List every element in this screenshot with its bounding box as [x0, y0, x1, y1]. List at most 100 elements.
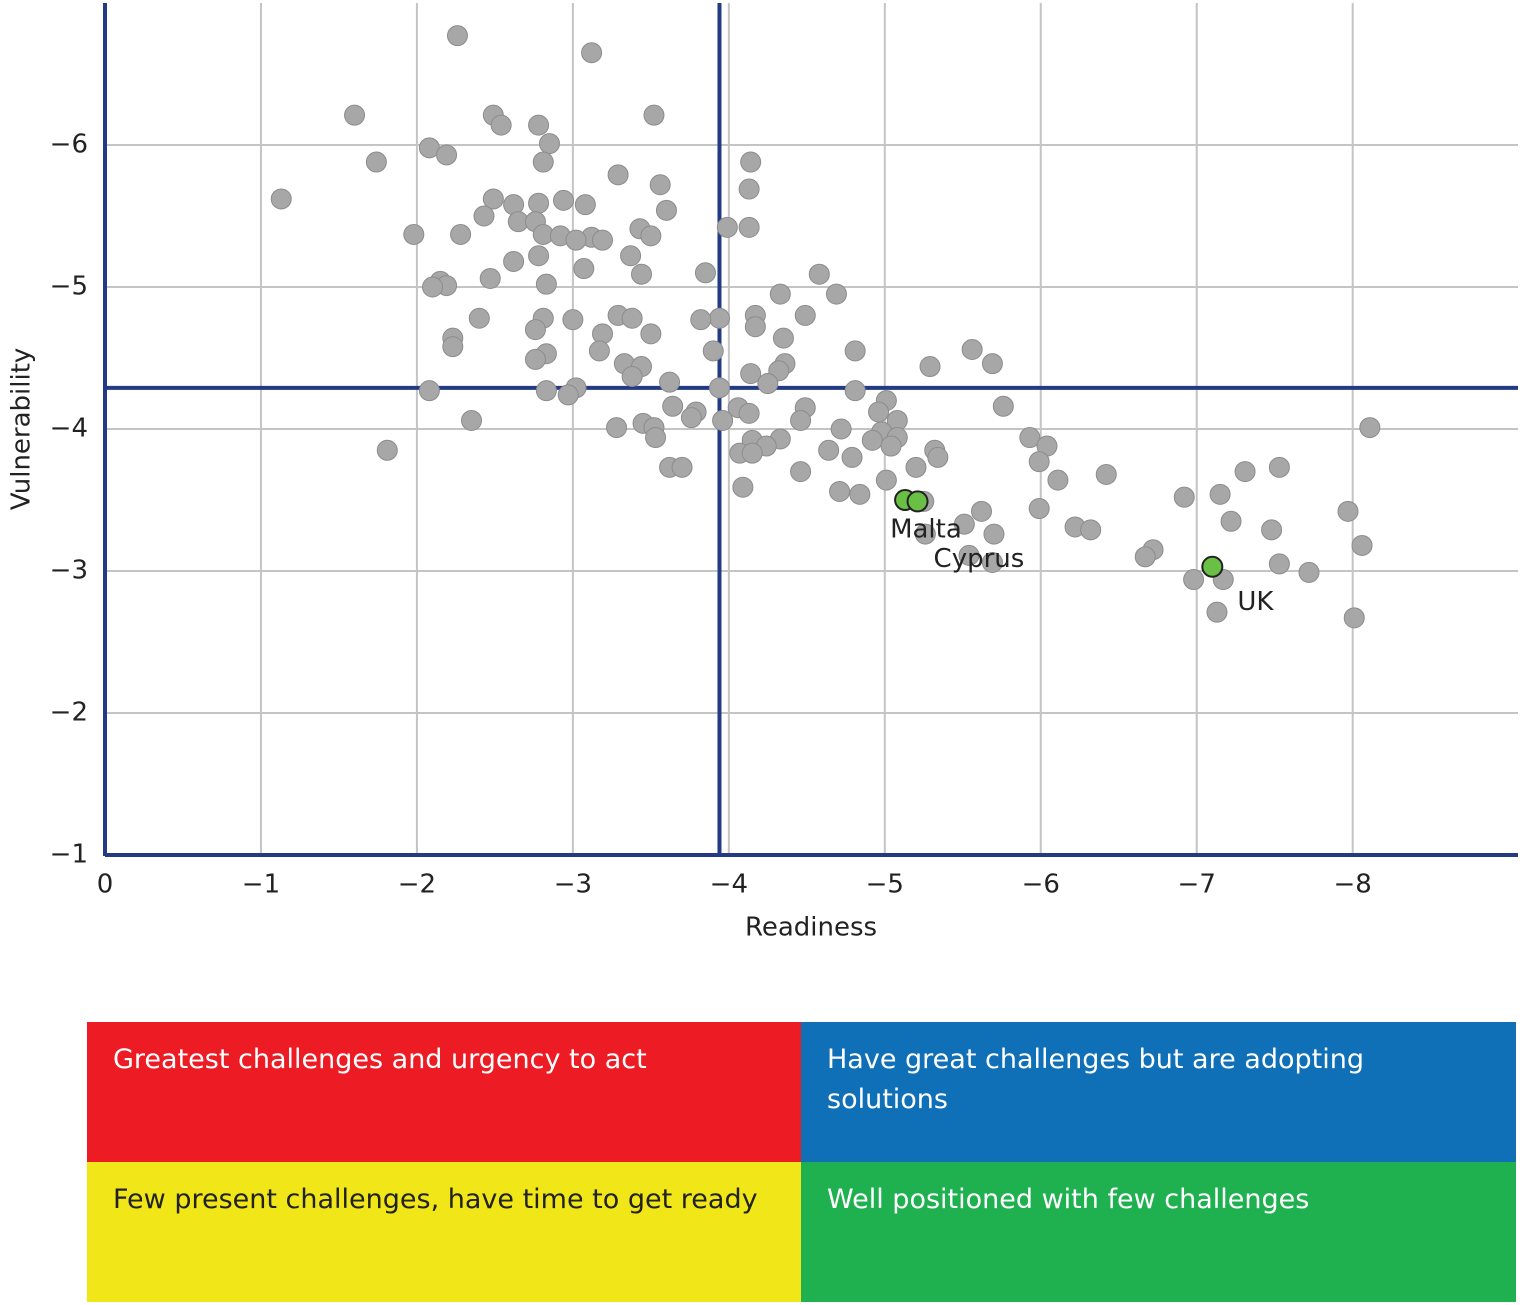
y-tick-label: −3 — [50, 556, 88, 586]
data-point — [958, 544, 980, 566]
data-point — [757, 373, 779, 395]
x-tick-label: −4 — [710, 870, 748, 900]
data-point — [535, 273, 557, 295]
data-point — [528, 245, 550, 267]
data-point — [344, 104, 366, 126]
data-point — [849, 483, 871, 505]
data-point — [446, 25, 468, 47]
data-point — [825, 283, 847, 305]
data-point — [535, 380, 557, 402]
x-tick-label: −2 — [398, 870, 436, 900]
data-point — [528, 114, 550, 136]
data-point — [790, 461, 812, 483]
highlight-point — [906, 490, 929, 513]
data-point — [741, 442, 763, 464]
data-point — [621, 365, 643, 387]
data-point — [981, 551, 1003, 573]
data-point — [808, 263, 830, 285]
data-point — [914, 523, 936, 545]
data-point — [606, 417, 628, 439]
data-point — [270, 188, 292, 210]
quadrant-box: Have great challenges but are adopting s… — [801, 1022, 1516, 1162]
data-point — [680, 407, 702, 429]
data-point — [1183, 569, 1205, 591]
data-point — [418, 380, 440, 402]
data-point — [1359, 417, 1381, 439]
data-point — [868, 401, 890, 423]
data-point — [818, 439, 840, 461]
data-point — [712, 409, 734, 431]
highlight-label: UK — [1237, 587, 1274, 617]
data-point — [992, 395, 1014, 417]
data-point — [1028, 451, 1050, 473]
data-point — [450, 223, 472, 245]
y-tick-label: −4 — [50, 414, 88, 444]
data-point — [716, 216, 738, 238]
data-point — [436, 144, 458, 166]
data-point — [640, 323, 662, 345]
data-point — [482, 188, 504, 210]
x-tick-label: −1 — [242, 870, 280, 900]
data-point — [829, 480, 851, 502]
data-point — [1261, 519, 1283, 541]
data-point — [927, 446, 949, 468]
data-point — [983, 523, 1005, 545]
highlight-point — [1201, 555, 1224, 578]
data-point — [1209, 483, 1231, 505]
data-point — [841, 446, 863, 468]
data-point — [1047, 469, 1069, 491]
data-point — [640, 225, 662, 247]
data-point — [573, 258, 595, 280]
data-point — [592, 229, 614, 251]
data-point — [1095, 463, 1117, 485]
data-point — [738, 178, 760, 200]
data-point — [732, 476, 754, 498]
data-point — [468, 307, 490, 329]
data-point — [365, 151, 387, 173]
y-tick-label: −2 — [50, 698, 88, 728]
data-point — [607, 164, 629, 186]
x-axis-title: Readiness — [745, 913, 877, 943]
data-point — [794, 304, 816, 326]
y-axis-title: Vulnerability — [7, 348, 37, 511]
y-tick-label: −5 — [50, 272, 88, 302]
data-point — [621, 307, 643, 329]
data-point — [376, 439, 398, 461]
data-point — [588, 340, 610, 362]
x-tick-label: −7 — [1178, 870, 1216, 900]
data-point — [830, 418, 852, 440]
data-point — [690, 309, 712, 331]
data-point — [708, 307, 730, 329]
chart: Readiness Vulnerability 0 −1 −2 −3 −4 −5 −6 −7 −… — [7, 3, 1518, 943]
data-point — [532, 151, 554, 173]
x-tick-label: −3 — [554, 870, 592, 900]
data-point — [503, 250, 525, 272]
data-point — [1134, 546, 1156, 568]
data-point — [1080, 519, 1102, 541]
data-point — [880, 435, 902, 457]
data-point — [473, 205, 495, 227]
data-point — [1234, 461, 1256, 483]
data-point — [565, 229, 587, 251]
data-point — [740, 363, 762, 385]
data-point — [1298, 561, 1320, 583]
data-point — [643, 104, 665, 126]
data-point — [403, 223, 425, 245]
data-point — [738, 402, 760, 424]
data-point — [1268, 553, 1290, 575]
data-point — [592, 323, 614, 345]
data-point — [702, 340, 724, 362]
data-point — [528, 192, 550, 214]
data-point — [1337, 500, 1359, 522]
data-point — [557, 384, 579, 406]
data-point — [1343, 607, 1365, 629]
data-point — [861, 429, 883, 451]
data-point — [981, 353, 1003, 375]
data-point — [875, 469, 897, 491]
data-point — [671, 456, 693, 478]
data-point — [574, 194, 596, 216]
quadrant-box: Greatest challenges and urgency to act — [87, 1022, 801, 1162]
data-point — [655, 199, 677, 221]
data-point — [649, 174, 671, 196]
